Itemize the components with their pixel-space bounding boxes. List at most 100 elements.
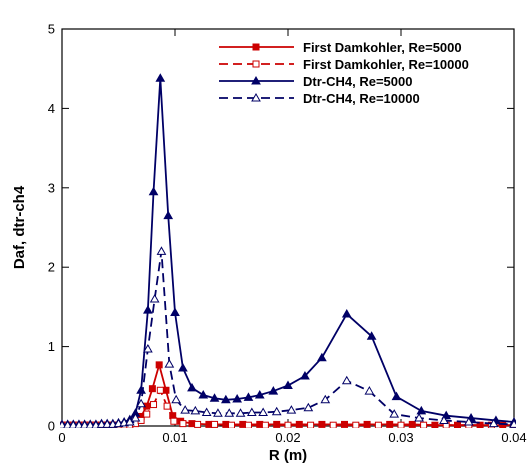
data-point (509, 419, 516, 428)
data-point (162, 386, 170, 394)
data-point (201, 407, 212, 417)
data-point (268, 386, 279, 395)
data-point (261, 421, 269, 428)
legend-entry: Dtr-CH4, Re=5000 (219, 74, 412, 89)
data-point (209, 393, 220, 402)
data-point (96, 419, 107, 428)
data-point (143, 305, 153, 314)
data-point (143, 410, 151, 418)
y-tick-label: 1 (48, 339, 55, 354)
legend-entry: Dtr-CH4, Re=10000 (219, 91, 420, 106)
data-point (286, 405, 297, 414)
data-point (136, 398, 146, 408)
data-point (488, 418, 499, 428)
data-point (283, 380, 293, 390)
y-tick-label: 2 (48, 260, 55, 275)
data-point (163, 402, 171, 410)
series-layer (60, 73, 516, 428)
data-point (170, 417, 178, 425)
data-point (102, 419, 113, 428)
y-axis-label: Daf, dtr-ch4 (11, 185, 28, 269)
data-point (170, 307, 180, 316)
data-point (439, 415, 449, 424)
data-point (194, 420, 202, 428)
data-point (171, 394, 181, 404)
legend-label: Dtr-CH4, Re=10000 (303, 91, 420, 106)
data-point (303, 402, 314, 412)
data-point (156, 246, 167, 255)
data-point (143, 343, 153, 353)
data-point (258, 407, 269, 417)
data-point (224, 408, 235, 417)
data-point (364, 386, 375, 395)
data-point (163, 210, 174, 220)
data-point (235, 408, 246, 417)
data-point (416, 405, 427, 415)
data-point (352, 421, 360, 428)
data-point (232, 393, 243, 403)
y-tick-label: 4 (48, 101, 55, 116)
x-tick-label: 0.01 (162, 430, 187, 445)
data-point (74, 420, 84, 428)
data-point (63, 420, 73, 428)
data-point (156, 386, 164, 394)
series-4 (60, 246, 516, 428)
data-point (164, 359, 175, 368)
data-point (391, 391, 402, 401)
x-tick-label: 0.04 (501, 430, 526, 445)
data-point (213, 408, 223, 417)
data-point (149, 293, 160, 303)
data-point (414, 413, 424, 422)
data-point (284, 421, 292, 428)
data-point (366, 331, 377, 340)
data-point (187, 382, 197, 392)
y-tick-label: 3 (48, 180, 55, 195)
data-point (300, 370, 310, 380)
data-point (178, 363, 188, 372)
data-point (329, 421, 337, 428)
data-point (397, 421, 405, 428)
data-point (148, 186, 159, 196)
legend-label: First Damkohler, Re=10000 (303, 57, 469, 72)
data-point (420, 421, 428, 428)
data-point (254, 390, 265, 399)
data-point (220, 394, 231, 404)
data-point (148, 385, 156, 393)
data-point (244, 421, 252, 428)
legend-entry: First Damkohler, Re=10000 (219, 57, 469, 72)
y-tick-label: 0 (48, 419, 55, 434)
legend-entry: First Damkohler, Re=5000 (219, 40, 462, 55)
data-point (251, 75, 261, 85)
x-tick-label: 0.03 (388, 430, 413, 445)
data-point (228, 421, 235, 428)
data-point (155, 361, 163, 369)
data-point (80, 420, 90, 428)
data-point (85, 420, 95, 428)
data-point (271, 406, 282, 416)
data-point (179, 420, 187, 428)
data-point (341, 309, 352, 318)
data-point (463, 417, 474, 426)
legend: First Damkohler, Re=5000 First Damkohler,… (219, 40, 469, 106)
data-point (211, 420, 219, 428)
data-point (251, 92, 261, 102)
data-point (341, 375, 352, 385)
y-tick-label: 5 (48, 22, 55, 37)
data-point (246, 407, 257, 417)
x-tick-label: 0.02 (275, 430, 300, 445)
data-point (252, 43, 260, 51)
data-point (320, 394, 331, 404)
data-point (374, 421, 382, 428)
data-point (190, 405, 201, 415)
data-point (180, 405, 191, 414)
data-point (150, 401, 158, 409)
data-point (68, 420, 78, 428)
x-tick-label: 0 (58, 430, 65, 445)
data-point (317, 352, 327, 362)
data-point (389, 409, 400, 418)
data-point (252, 60, 260, 68)
x-axis-label: R (m) (269, 447, 307, 464)
legend-label: Dtr-CH4, Re=5000 (303, 74, 412, 89)
